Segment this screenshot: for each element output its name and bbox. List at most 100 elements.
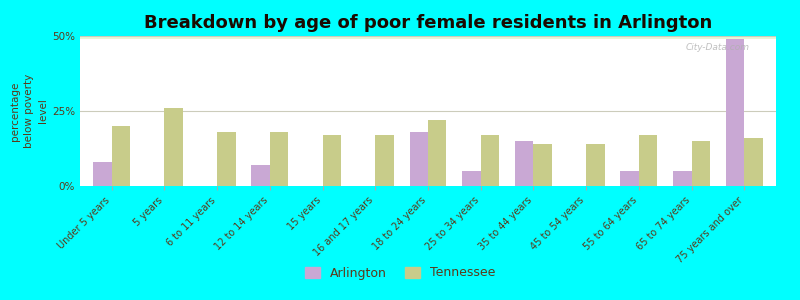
Bar [112, 126, 130, 186]
Bar [80, 37, 776, 38]
Bar [80, 37, 776, 38]
Bar [80, 36, 776, 38]
Bar [80, 37, 776, 38]
Bar [80, 37, 776, 38]
Bar [80, 37, 776, 38]
Bar [80, 37, 776, 38]
Bar [80, 37, 776, 39]
Bar [80, 37, 776, 39]
Bar [80, 37, 776, 39]
Bar [80, 37, 776, 38]
Bar [80, 37, 776, 39]
Bar [80, 37, 776, 38]
Bar [428, 120, 446, 186]
Bar [80, 37, 776, 38]
Bar [80, 37, 776, 38]
Bar [270, 132, 288, 186]
Bar [80, 37, 776, 38]
Bar [80, 36, 776, 38]
Text: City-Data.com: City-Data.com [686, 44, 750, 52]
Bar [639, 135, 658, 186]
Bar [80, 37, 776, 39]
Bar [80, 37, 776, 38]
Bar [410, 132, 428, 186]
Bar [80, 36, 776, 38]
Bar [80, 37, 776, 39]
Bar [80, 36, 776, 38]
Bar [375, 135, 394, 186]
Y-axis label: percentage
below poverty
level: percentage below poverty level [10, 74, 48, 148]
Bar [80, 37, 776, 39]
Bar [80, 36, 776, 38]
Bar [586, 144, 605, 186]
Bar [80, 37, 776, 38]
Bar [80, 37, 776, 38]
Bar [80, 36, 776, 38]
Bar [80, 38, 776, 39]
Bar [80, 37, 776, 39]
Bar [80, 37, 776, 38]
Bar [80, 37, 776, 38]
Bar [80, 38, 776, 39]
Bar [80, 37, 776, 39]
Bar [80, 36, 776, 38]
Bar [164, 108, 183, 186]
Bar [692, 141, 710, 186]
Bar [80, 37, 776, 38]
Bar [80, 37, 776, 39]
Bar [80, 37, 776, 39]
Bar [80, 37, 776, 38]
Bar [80, 37, 776, 38]
Bar [80, 37, 776, 38]
Bar [80, 36, 776, 38]
Bar [80, 36, 776, 38]
Legend: Arlington, Tennessee: Arlington, Tennessee [305, 266, 495, 280]
Bar [80, 38, 776, 39]
Bar [80, 36, 776, 38]
Bar [80, 36, 776, 38]
Bar [80, 36, 776, 38]
Bar [80, 36, 776, 38]
Bar [80, 37, 776, 38]
Bar [80, 36, 776, 38]
Bar [80, 36, 776, 38]
Bar [80, 38, 776, 39]
Bar [80, 37, 776, 38]
Bar [80, 37, 776, 38]
Bar [80, 36, 776, 38]
Bar [80, 37, 776, 38]
Bar [80, 37, 776, 38]
Bar [80, 38, 776, 39]
Bar [462, 171, 481, 186]
Bar [80, 37, 776, 39]
Bar [80, 36, 776, 38]
Bar [251, 165, 270, 186]
Bar [80, 36, 776, 38]
Bar [80, 37, 776, 39]
Bar [534, 144, 552, 186]
Bar [80, 37, 776, 38]
Bar [80, 36, 776, 38]
Bar [80, 36, 776, 38]
Bar [80, 37, 776, 39]
Bar [80, 37, 776, 38]
Bar [80, 36, 776, 38]
Bar [80, 37, 776, 38]
Bar [80, 36, 776, 38]
Bar [80, 37, 776, 38]
Bar [80, 37, 776, 38]
Bar [80, 36, 776, 38]
Bar [93, 162, 112, 186]
Bar [80, 36, 776, 38]
Bar [80, 38, 776, 39]
Bar [621, 171, 639, 186]
Bar [726, 39, 744, 186]
Bar [80, 38, 776, 39]
Bar [80, 36, 776, 38]
Bar [80, 37, 776, 38]
Bar [515, 141, 534, 186]
Bar [80, 37, 776, 39]
Bar [80, 37, 776, 38]
Bar [217, 132, 235, 186]
Bar [80, 37, 776, 38]
